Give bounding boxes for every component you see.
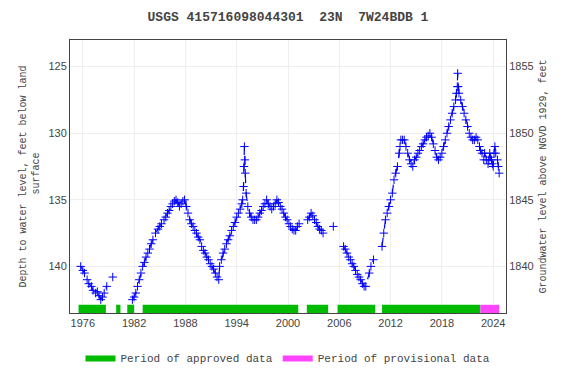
svg-text:Period of provisional data: Period of provisional data xyxy=(318,353,490,365)
svg-text:1840: 1840 xyxy=(509,260,533,272)
svg-text:2018: 2018 xyxy=(430,317,454,329)
svg-text:1994: 1994 xyxy=(224,317,248,329)
svg-text:2000: 2000 xyxy=(276,317,300,329)
svg-text:2012: 2012 xyxy=(378,317,402,329)
svg-text:1850: 1850 xyxy=(509,127,533,139)
svg-text:1982: 1982 xyxy=(122,317,146,329)
svg-text:1855: 1855 xyxy=(509,60,533,72)
svg-text:Depth to water level, feet bel: Depth to water level, feet below land su… xyxy=(18,65,42,287)
svg-text:125: 125 xyxy=(48,60,66,72)
svg-text:USGS 415716098044301 23N 7W2: USGS 415716098044301 23N 7W24BDB 1 xyxy=(148,10,429,25)
svg-text:1976: 1976 xyxy=(71,317,95,329)
svg-text:130: 130 xyxy=(48,127,66,139)
svg-text:Groundwater level above NGVD 1: Groundwater level above NGVD 1929, feet xyxy=(538,59,549,293)
svg-text:140: 140 xyxy=(48,260,66,272)
svg-text:2006: 2006 xyxy=(327,317,351,329)
svg-text:135: 135 xyxy=(48,194,66,206)
svg-text:Period of approved data: Period of approved data xyxy=(121,353,273,365)
svg-text:1988: 1988 xyxy=(173,317,197,329)
svg-text:2024: 2024 xyxy=(481,317,505,329)
svg-text:1845: 1845 xyxy=(509,194,533,206)
